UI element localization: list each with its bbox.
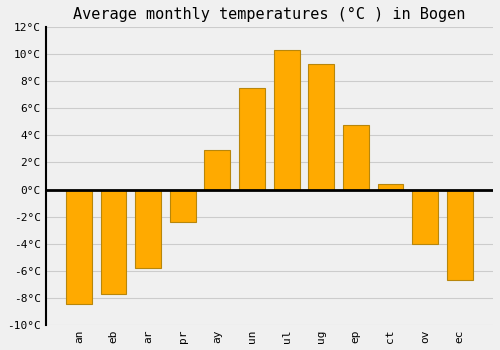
Bar bbox=[66, 189, 92, 304]
Bar bbox=[378, 184, 404, 189]
Bar bbox=[204, 150, 231, 189]
Bar bbox=[308, 64, 334, 189]
Bar bbox=[446, 189, 472, 280]
Bar bbox=[135, 189, 161, 268]
Bar bbox=[412, 189, 438, 244]
Bar bbox=[239, 88, 265, 189]
Title: Average monthly temperatures (°C ) in Bogen: Average monthly temperatures (°C ) in Bo… bbox=[73, 7, 466, 22]
Bar bbox=[343, 125, 369, 189]
Bar bbox=[100, 189, 126, 294]
Bar bbox=[274, 50, 299, 189]
Bar bbox=[170, 189, 196, 222]
